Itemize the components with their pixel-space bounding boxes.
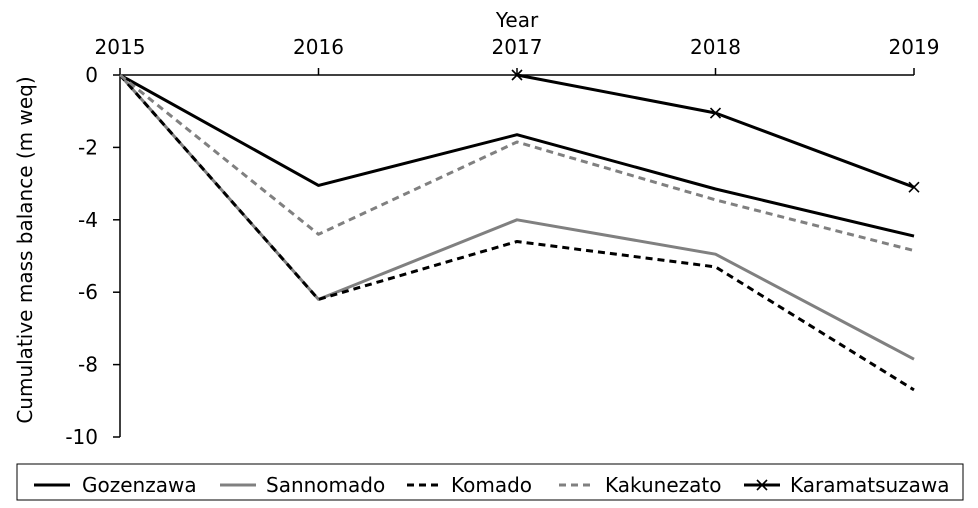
legend-label-karamatsuzawa: Karamatsuzawa [790,473,950,497]
legend-label-komado: Komado [451,473,532,497]
y-tick-label: -8 [78,353,98,377]
x-tick-label: 2017 [492,35,543,59]
series-line-karamatsuzawa [516,73,915,189]
data-point-karamatsuzawa [511,69,523,81]
x-tick-label: 2019 [889,35,940,59]
legend-box [16,463,964,501]
series-line-kakunezato [119,73,915,253]
legend-label-kakunezato: Kakunezato [605,473,721,497]
data-point-karamatsuzawa [908,181,920,193]
series-line-gozenzawa [119,73,915,238]
y-tick-label: -6 [78,280,98,304]
legend-marker-karamatsuzawa [756,479,768,491]
x-axis-title: Year [495,8,539,32]
axes: 2015 2016 2017 2018 2019 Year 0 -2 -4 -6 -8 -10 Cumu… [13,8,939,449]
legend-label-sannomado: Sannomado [266,473,385,497]
legend-label-gozenzawa: Gozenzawa [82,473,197,497]
y-tick-label: -2 [78,135,98,159]
x-tick-label: 2015 [95,35,146,59]
y-tick-label: -10 [65,425,98,449]
legend: Gozenzawa Sannomado Komado Kakunezato Karama… [16,463,964,501]
x-tick-label: 2016 [293,35,344,59]
series-line-sannomado [118,74,915,361]
x-tick-label: 2018 [690,35,741,59]
y-tick-label: -4 [78,208,98,232]
series-layer [118,69,920,392]
y-axis-title: Cumulative mass balance (m weq) [13,76,37,423]
series-line-komado [118,74,915,392]
y-tick-label: 0 [85,63,98,87]
data-point-karamatsuzawa [709,107,722,119]
